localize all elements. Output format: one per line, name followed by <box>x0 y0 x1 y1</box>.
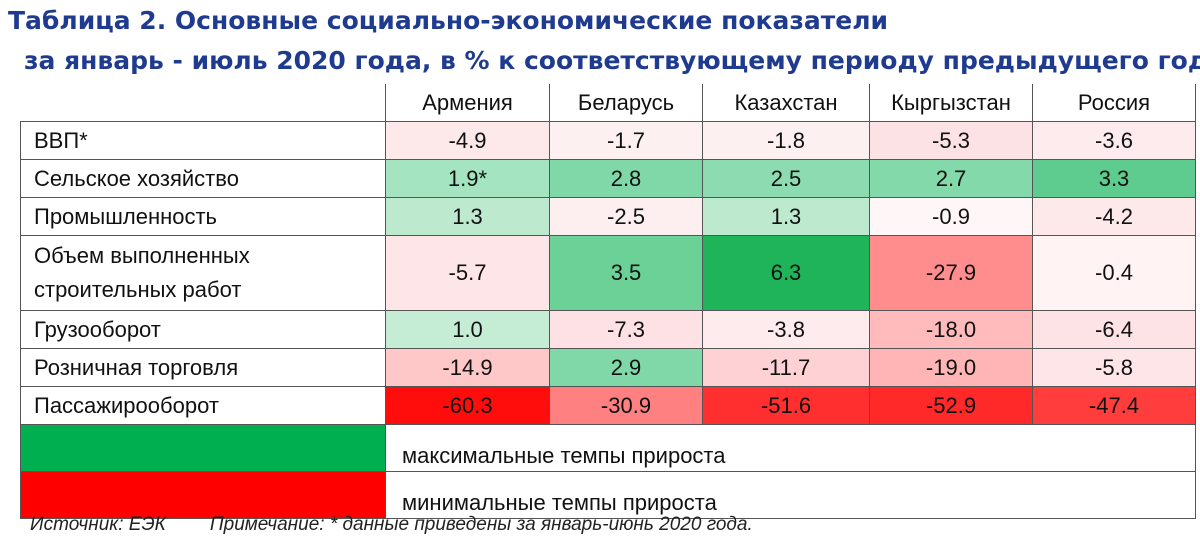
table-row: ВВП* -4.9 -1.7 -1.8 -5.3 -3.6 <box>20 121 1196 160</box>
table-row: Грузооборот 1.0 -7.3 -3.8 -18.0 -6.4 <box>20 310 1196 349</box>
value-cell: -5.7 <box>385 235 550 311</box>
value-cell: 1.3 <box>385 197 550 236</box>
value-cell: -30.9 <box>549 386 703 425</box>
legend-min-swatch <box>20 471 386 519</box>
table-row: Розничная торговля -14.9 2.9 -11.7 -19.0 -5.8 <box>20 348 1196 387</box>
footer: Источник: ЕЭК Примечание: * данные привед… <box>30 514 753 536</box>
legend-max-swatch <box>20 424 386 472</box>
value-cell: -5.3 <box>869 121 1033 160</box>
value-cell: -18.0 <box>869 310 1033 349</box>
value-cell: 6.3 <box>702 235 870 311</box>
value-cell: -19.0 <box>869 348 1033 387</box>
column-header-kyrgyzstan: Кыргызстан <box>869 84 1033 122</box>
table-title-line2: за январь - июль 2020 года, в % к соотве… <box>24 46 1200 75</box>
legend-max-text: максимальные темпы прироста <box>385 424 1196 472</box>
row-label: ВВП* <box>20 121 386 160</box>
column-header-kazakhstan: Казахстан <box>702 84 870 122</box>
value-cell: -14.9 <box>385 348 550 387</box>
value-cell: 1.9* <box>385 159 550 198</box>
table-row: Объем выполненных строительных работ -5.7 3… <box>20 235 1196 311</box>
row-label-line: строительных работ <box>34 277 242 302</box>
value-cell: 2.7 <box>869 159 1033 198</box>
indicators-table: Армения Беларусь Казахстан Кыргызстан Ро… <box>20 84 1196 519</box>
value-cell: -60.3 <box>385 386 550 425</box>
table-row: Пассажирооборот -60.3 -30.9 -51.6 -52.9 -47.4 <box>20 386 1196 425</box>
value-cell: -1.7 <box>549 121 703 160</box>
value-cell: -52.9 <box>869 386 1033 425</box>
legend-max-row: максимальные темпы прироста <box>20 424 1196 472</box>
legend-min-text: минимальные темпы прироста <box>385 471 1196 519</box>
value-cell: 2.9 <box>549 348 703 387</box>
row-label-line: Объем выполненных <box>34 243 250 268</box>
row-label: Промышленность <box>20 197 386 236</box>
table-row: Промышленность 1.3 -2.5 1.3 -0.9 -4.2 <box>20 197 1196 236</box>
source-note: Источник: ЕЭК <box>30 514 166 535</box>
value-cell: -5.8 <box>1032 348 1196 387</box>
value-cell: 3.3 <box>1032 159 1196 198</box>
value-cell: -27.9 <box>869 235 1033 311</box>
column-header-russia: Россия <box>1032 84 1196 122</box>
value-cell: -4.9 <box>385 121 550 160</box>
value-cell: -7.3 <box>549 310 703 349</box>
column-header-belarus: Беларусь <box>549 84 703 122</box>
value-cell: -6.4 <box>1032 310 1196 349</box>
column-header-armenia: Армения <box>385 84 550 122</box>
value-cell: 2.5 <box>702 159 870 198</box>
footnote: Примечание: * данные приведены за январь… <box>209 514 753 535</box>
value-cell: -4.2 <box>1032 197 1196 236</box>
row-label: Пассажирооборот <box>20 386 386 425</box>
table-row: Сельское хозяйство 1.9* 2.8 2.5 2.7 3.3 <box>20 159 1196 198</box>
row-label: Грузооборот <box>20 310 386 349</box>
row-label: Розничная торговля <box>20 348 386 387</box>
value-cell: -0.4 <box>1032 235 1196 311</box>
row-label: Объем выполненных строительных работ <box>20 235 386 311</box>
value-cell: -51.6 <box>702 386 870 425</box>
table-title-line1: Таблица 2. Основные социально-экономичес… <box>8 6 889 35</box>
row-label: Сельское хозяйство <box>20 159 386 198</box>
value-cell: -11.7 <box>702 348 870 387</box>
value-cell: -1.8 <box>702 121 870 160</box>
value-cell: -0.9 <box>869 197 1033 236</box>
value-cell: -3.8 <box>702 310 870 349</box>
value-cell: -47.4 <box>1032 386 1196 425</box>
value-cell: 3.5 <box>549 235 703 311</box>
header-corner <box>20 84 386 122</box>
value-cell: -2.5 <box>549 197 703 236</box>
value-cell: 1.3 <box>702 197 870 236</box>
header-row: Армения Беларусь Казахстан Кыргызстан Ро… <box>20 84 1196 122</box>
value-cell: 1.0 <box>385 310 550 349</box>
legend-min-row: минимальные темпы прироста <box>20 471 1196 519</box>
value-cell: 2.8 <box>549 159 703 198</box>
value-cell: -3.6 <box>1032 121 1196 160</box>
